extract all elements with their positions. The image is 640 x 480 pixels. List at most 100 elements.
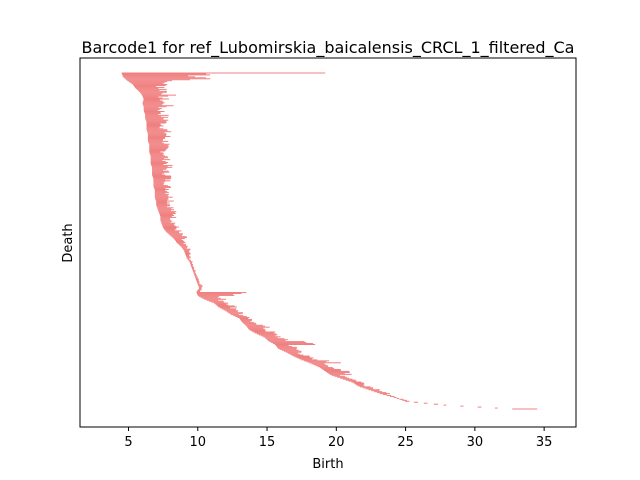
barcode-bar <box>143 109 160 111</box>
barcode-bar <box>235 316 247 318</box>
barcode-bar <box>149 144 168 146</box>
barcode-bar <box>243 322 257 324</box>
barcode-bar <box>267 340 286 342</box>
barcode-bar <box>147 131 172 133</box>
barcode-bar <box>196 291 201 293</box>
barcode-bar <box>353 382 364 384</box>
barcode-bar <box>143 97 163 99</box>
barcode-bar <box>309 362 341 364</box>
barcode-bar <box>193 272 196 274</box>
barcode-bar <box>275 344 289 346</box>
barcode-bar <box>215 303 227 305</box>
barcode-bar <box>150 156 168 158</box>
barcode-bar <box>198 288 202 290</box>
barcode-bar <box>399 398 404 400</box>
barcode-bar <box>150 162 168 164</box>
barcode-bar <box>393 396 397 398</box>
barcode-bar <box>154 192 166 194</box>
barcode-bar <box>247 327 264 329</box>
barcode-bar <box>160 219 171 221</box>
barcode-bar <box>239 318 249 319</box>
barcode-bar <box>211 301 225 303</box>
barcode-bar <box>328 372 345 374</box>
barcode-bar <box>183 249 190 251</box>
barcode-bar <box>334 375 345 377</box>
barcode-bar <box>153 177 172 179</box>
barcode-bar <box>189 262 193 264</box>
barcode-bar <box>124 77 207 79</box>
barcode-bar <box>145 119 169 121</box>
barcode-bar <box>276 345 292 347</box>
barcode-bar <box>301 359 318 361</box>
barcode-bar <box>195 276 198 278</box>
barcode-bar <box>286 351 302 353</box>
barcode-bar <box>315 365 328 367</box>
barcode-bar <box>171 236 187 238</box>
barcode-bar <box>148 141 163 143</box>
barcode-bar <box>198 285 203 287</box>
barcode-bar <box>223 309 236 311</box>
barcode-bar <box>460 405 464 407</box>
barcode-bar <box>150 163 167 164</box>
barcode-bar <box>141 93 162 95</box>
barcode-bar <box>182 247 187 249</box>
barcode-bar <box>153 184 164 186</box>
barcode-bar <box>368 389 380 391</box>
barcode-bar <box>244 323 257 325</box>
barcode-bar <box>279 348 297 350</box>
barcode-bar <box>153 183 165 185</box>
barcode-bar <box>130 82 165 84</box>
barcode-bar <box>156 206 167 208</box>
barcode-bar <box>192 270 196 272</box>
barcode-bar <box>125 78 211 80</box>
barcode-bar <box>142 104 162 106</box>
barcode-bar <box>202 297 221 299</box>
barcode-bar <box>170 235 182 237</box>
barcode-bar <box>258 334 278 336</box>
barcode-bar <box>182 248 191 250</box>
barcode-bar <box>191 266 194 268</box>
barcode-bar <box>159 214 173 216</box>
barcode-bar <box>256 333 277 335</box>
barcode-bar <box>371 390 380 392</box>
barcode-bar <box>185 253 191 255</box>
barcode-bar <box>149 148 167 150</box>
barcode-bar <box>149 152 164 154</box>
barcode-bar <box>265 338 285 340</box>
barcode-bar <box>206 299 219 301</box>
barcode-bar <box>162 225 176 227</box>
barcode-bar <box>337 376 347 378</box>
barcode-bar <box>122 75 189 77</box>
barcode-bar <box>175 240 184 242</box>
barcode-bar <box>311 363 325 365</box>
barcode-bar <box>136 88 167 90</box>
barcode-bar <box>356 384 364 386</box>
barcode-bar <box>237 317 250 319</box>
chart-title: Barcode1 for ref_Lubomirskia_baicalensis… <box>82 38 575 58</box>
barcode-bar <box>150 158 164 160</box>
barcode-bar <box>240 319 252 321</box>
x-tick-label: 10 <box>189 435 206 450</box>
barcode-bar <box>147 133 167 135</box>
barcode-bar <box>477 406 482 408</box>
barcode-bar <box>154 196 173 198</box>
barcode-bar <box>156 205 170 207</box>
barcode-bar <box>357 385 365 387</box>
barcode-bar <box>148 140 169 142</box>
barcode-bar <box>161 223 175 225</box>
barcode-bar <box>149 149 166 151</box>
barcode-bar <box>198 289 202 291</box>
barcode-bar <box>299 358 313 360</box>
barcode-bar <box>147 134 167 136</box>
barcode-bar <box>143 106 167 108</box>
barcode-bar <box>160 220 173 222</box>
barcode-bar <box>160 216 177 218</box>
barcode-bar <box>277 347 297 349</box>
barcode-bar <box>160 218 171 220</box>
barcode-bar <box>164 229 175 231</box>
barcode-bar <box>155 197 168 199</box>
barcode-bar <box>150 160 163 162</box>
barcode-bar <box>169 234 183 236</box>
barcode-bar <box>277 346 297 348</box>
barcode-bar <box>220 307 231 309</box>
